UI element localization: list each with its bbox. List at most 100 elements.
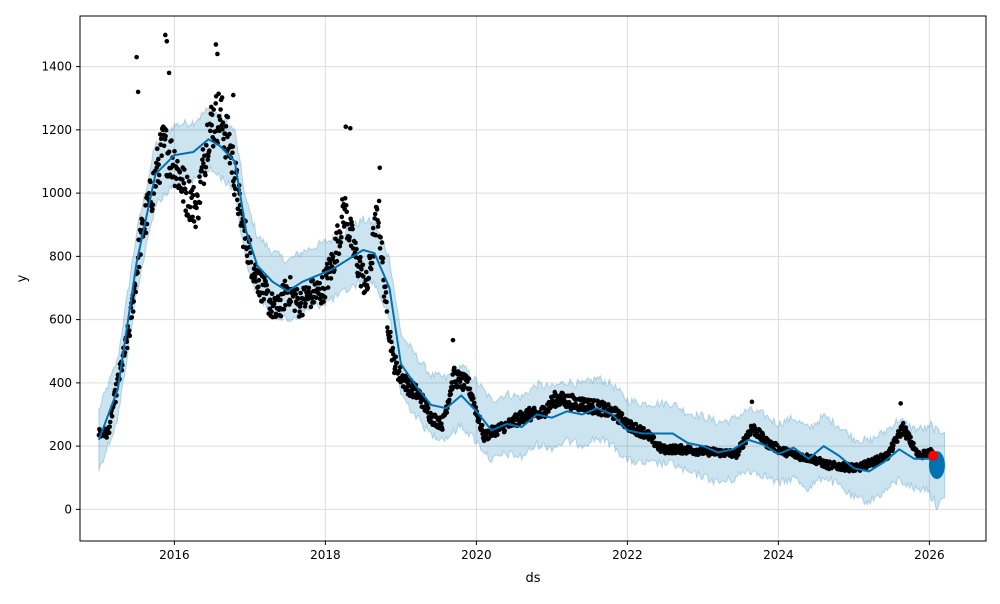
- observed-point: [502, 428, 508, 433]
- observed-point: [134, 54, 139, 60]
- observed-point: [326, 256, 332, 262]
- observed-point: [297, 304, 303, 309]
- observed-point: [127, 328, 132, 333]
- observed-point: [198, 179, 203, 185]
- observed-point: [303, 301, 308, 306]
- observed-point: [895, 439, 900, 444]
- observed-point: [216, 91, 221, 97]
- observed-point: [334, 258, 340, 264]
- observed-point: [272, 298, 278, 303]
- observed-point: [248, 259, 254, 265]
- observed-point: [221, 136, 226, 142]
- observed-point: [633, 421, 639, 427]
- observed-point: [330, 254, 336, 259]
- observed-point: [190, 193, 196, 198]
- observed-point: [201, 161, 206, 166]
- observed-point: [210, 144, 216, 149]
- observed-point: [218, 107, 223, 112]
- observed-point: [619, 411, 625, 417]
- observed-point: [311, 300, 317, 305]
- observed-point: [166, 70, 172, 76]
- y-tick-label: 400: [49, 376, 72, 390]
- observed-point: [225, 114, 231, 120]
- y-tick-label: 200: [49, 439, 72, 453]
- observed-point: [339, 214, 345, 220]
- observed-point: [440, 427, 445, 432]
- observed-point: [322, 286, 327, 292]
- observed-point: [347, 234, 352, 240]
- observed-point: [471, 395, 476, 401]
- observed-point: [467, 386, 473, 392]
- observed-point: [230, 150, 235, 155]
- observed-point: [338, 240, 344, 245]
- observed-point: [194, 205, 199, 211]
- observed-point: [219, 95, 225, 100]
- observed-point: [316, 286, 322, 292]
- observed-point: [150, 207, 155, 212]
- observed-point: [366, 275, 372, 281]
- observed-point: [911, 441, 916, 446]
- observed-point: [151, 191, 157, 196]
- observed-point: [275, 294, 281, 299]
- observed-point: [106, 430, 112, 436]
- observed-point: [148, 179, 153, 185]
- observed-point: [454, 384, 460, 390]
- observed-point: [211, 107, 216, 112]
- y-axis-label: y: [15, 274, 30, 282]
- observed-point: [361, 274, 366, 279]
- observed-point: [344, 209, 350, 215]
- observed-point: [383, 284, 388, 289]
- observed-point: [203, 172, 208, 178]
- observed-point: [163, 127, 169, 133]
- observed-point: [190, 214, 195, 220]
- observed-point: [181, 199, 186, 204]
- observed-point: [294, 286, 300, 292]
- observed-point: [269, 291, 275, 297]
- observed-point: [891, 443, 896, 448]
- observed-point: [230, 92, 236, 98]
- y-tick-label: 1200: [41, 123, 72, 137]
- observed-point: [384, 299, 389, 305]
- observed-point: [143, 230, 149, 236]
- y-axis-ticks: 0 200 400 600 800 1000 1200 1400: [41, 60, 80, 516]
- observed-point: [282, 278, 288, 284]
- observed-point: [364, 269, 369, 275]
- observed-point: [308, 304, 314, 310]
- observed-point: [166, 149, 172, 155]
- observed-point: [396, 368, 402, 374]
- observed-point: [641, 426, 646, 431]
- x-tick-label: 2022: [612, 548, 643, 562]
- observed-point: [380, 256, 386, 261]
- observed-point: [387, 334, 393, 340]
- observed-point: [186, 179, 192, 184]
- observed-point: [599, 412, 604, 418]
- observed-point: [389, 339, 394, 345]
- observed-point: [107, 424, 112, 430]
- observed-point: [187, 204, 193, 210]
- observed-point: [269, 309, 274, 315]
- observed-point: [229, 170, 235, 175]
- observed-point: [163, 32, 168, 38]
- observed-point: [342, 196, 348, 201]
- observed-point: [306, 285, 312, 291]
- observed-point: [183, 190, 189, 196]
- observed-point: [252, 274, 258, 280]
- x-axis-ticks: 2016 2018 2020 2022 2024 2026: [159, 541, 945, 562]
- observed-point: [379, 240, 385, 245]
- observed-point: [377, 246, 383, 251]
- observed-point: [193, 224, 198, 230]
- observed-point: [466, 376, 472, 381]
- observed-point: [356, 264, 361, 269]
- observed-point: [181, 180, 187, 186]
- observed-point: [898, 401, 903, 406]
- observed-point: [740, 444, 746, 450]
- observed-point: [448, 392, 454, 397]
- observed-point: [264, 282, 270, 288]
- observed-point: [223, 124, 229, 129]
- observed-point: [300, 312, 305, 318]
- observed-point: [153, 184, 159, 189]
- observed-point: [256, 278, 262, 283]
- observed-point: [288, 299, 294, 305]
- observed-point: [155, 146, 160, 151]
- observed-point: [129, 315, 135, 320]
